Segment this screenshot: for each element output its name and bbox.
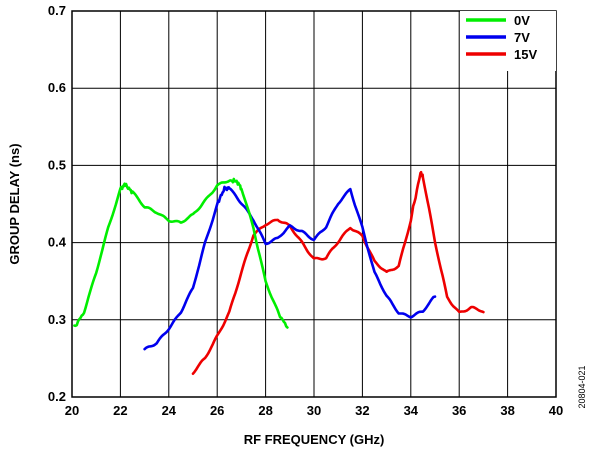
x-tick-label: 24: [162, 403, 177, 418]
series-line-7v: [143, 185, 437, 351]
legend-label-7v: 7V: [514, 30, 530, 45]
y-tick-label: 0.4: [48, 235, 67, 250]
x-tick-label: 26: [210, 403, 224, 418]
figure-id: 20804-021: [577, 365, 587, 408]
x-tick-label: 38: [500, 403, 514, 418]
series-line-15v: [191, 170, 485, 376]
x-tick-label: 36: [452, 403, 466, 418]
x-tick-label: 32: [355, 403, 369, 418]
grid-lines: [72, 11, 556, 397]
y-axis-title: GROUP DELAY (ns): [7, 143, 22, 264]
x-tick-labels: 20 22 24 26 28 30 32 34 36 38 40: [65, 403, 563, 418]
legend-label-0v: 0V: [514, 13, 530, 28]
y-tick-label: 0.6: [48, 80, 66, 95]
x-tick-label: 20: [65, 403, 79, 418]
y-tick-label: 0.3: [48, 312, 66, 327]
legend: 0V 7V 15V: [460, 11, 556, 71]
legend-label-15v: 15V: [514, 47, 537, 62]
x-tick-label: 34: [404, 403, 419, 418]
plot-frame: [71, 10, 557, 398]
x-tick-label: 22: [113, 403, 127, 418]
y-tick-label: 0.2: [48, 389, 66, 404]
series-lines: [73, 170, 485, 376]
y-tick-label: 0.5: [48, 157, 66, 172]
series-line-0v: [73, 177, 289, 329]
x-tick-label: 28: [258, 403, 272, 418]
x-axis-title: RF FREQUENCY (GHz): [244, 432, 385, 447]
x-tick-label: 40: [549, 403, 563, 418]
y-tick-labels: 0.2 0.3 0.4 0.5 0.6 0.7: [48, 3, 67, 404]
x-tick-label: 30: [307, 403, 321, 418]
y-tick-label: 0.7: [48, 3, 66, 18]
